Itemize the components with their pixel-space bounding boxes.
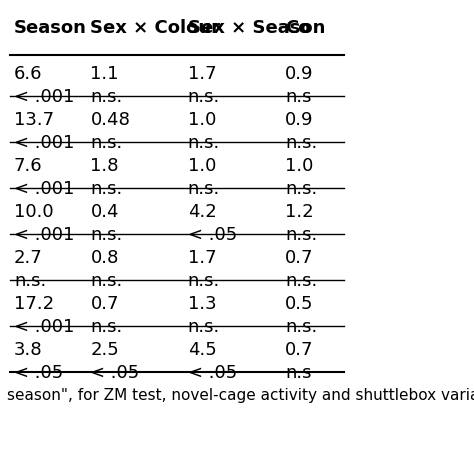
Text: n.s.: n.s.: [91, 134, 123, 152]
Text: 6.6: 6.6: [14, 65, 42, 83]
Text: 0.8: 0.8: [91, 249, 119, 267]
Text: 1.0: 1.0: [285, 157, 313, 175]
Text: n.s.: n.s.: [188, 272, 220, 290]
Text: < .001: < .001: [14, 318, 74, 336]
Text: season", for ZM test, novel-cage activity and shuttlebox variabl: season", for ZM test, novel-cage activit…: [7, 388, 474, 403]
Text: 1.8: 1.8: [91, 157, 119, 175]
Text: < .001: < .001: [14, 226, 74, 244]
Text: 0.5: 0.5: [285, 295, 314, 313]
Text: < .05: < .05: [188, 226, 237, 244]
Text: 0.9: 0.9: [285, 111, 314, 129]
Text: < .001: < .001: [14, 88, 74, 106]
Text: 1.2: 1.2: [285, 203, 314, 221]
Text: 13.7: 13.7: [14, 111, 54, 129]
Text: n.s.: n.s.: [188, 180, 220, 198]
Text: 2.5: 2.5: [91, 340, 119, 358]
Text: < .05: < .05: [14, 364, 63, 382]
Text: Sex × Colour: Sex × Colour: [91, 19, 220, 37]
Text: n.s.: n.s.: [285, 134, 317, 152]
Text: 1.1: 1.1: [91, 65, 119, 83]
Text: n.s: n.s: [285, 88, 311, 106]
Text: n.s.: n.s.: [14, 272, 46, 290]
Text: n.s.: n.s.: [91, 88, 123, 106]
Text: < .001: < .001: [14, 134, 74, 152]
Text: n.s.: n.s.: [188, 88, 220, 106]
Text: n.s.: n.s.: [188, 134, 220, 152]
Text: 0.7: 0.7: [285, 340, 314, 358]
Text: 7.6: 7.6: [14, 157, 43, 175]
Text: Sex × Season: Sex × Season: [188, 19, 325, 37]
Text: n.s.: n.s.: [91, 226, 123, 244]
Text: 1.0: 1.0: [188, 111, 216, 129]
Text: n.s.: n.s.: [285, 180, 317, 198]
Text: n.s.: n.s.: [285, 226, 317, 244]
Text: n.s: n.s: [285, 364, 311, 382]
Text: 0.7: 0.7: [91, 295, 119, 313]
Text: Co: Co: [285, 19, 310, 37]
Text: 0.9: 0.9: [285, 65, 314, 83]
Text: n.s.: n.s.: [91, 318, 123, 336]
Text: 0.7: 0.7: [285, 249, 314, 267]
Text: 10.0: 10.0: [14, 203, 54, 221]
Text: n.s.: n.s.: [188, 318, 220, 336]
Text: 3.8: 3.8: [14, 340, 43, 358]
Text: 1.0: 1.0: [188, 157, 216, 175]
Text: 2.7: 2.7: [14, 249, 43, 267]
Text: 4.5: 4.5: [188, 340, 217, 358]
Text: < .05: < .05: [188, 364, 237, 382]
Text: 0.48: 0.48: [91, 111, 130, 129]
Text: n.s.: n.s.: [91, 272, 123, 290]
Text: n.s.: n.s.: [285, 272, 317, 290]
Text: n.s.: n.s.: [91, 180, 123, 198]
Text: Season: Season: [14, 19, 87, 37]
Text: 1.7: 1.7: [188, 65, 216, 83]
Text: 4.2: 4.2: [188, 203, 217, 221]
Text: 1.3: 1.3: [188, 295, 216, 313]
Text: < .001: < .001: [14, 180, 74, 198]
Text: 1.7: 1.7: [188, 249, 216, 267]
Text: n.s.: n.s.: [285, 318, 317, 336]
Text: 17.2: 17.2: [14, 295, 54, 313]
Text: 0.4: 0.4: [91, 203, 119, 221]
Text: < .05: < .05: [91, 364, 140, 382]
